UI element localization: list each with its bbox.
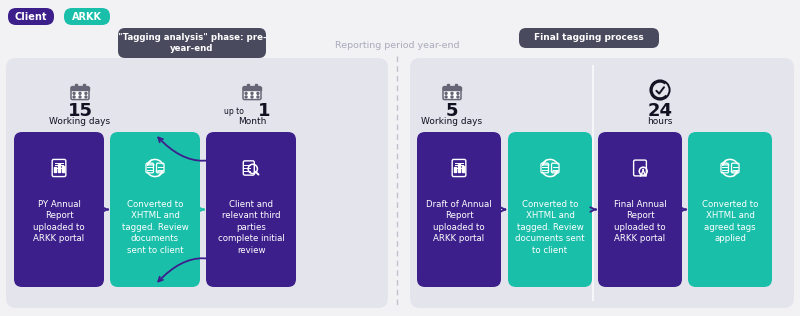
Text: Client: Client xyxy=(14,11,47,21)
Circle shape xyxy=(73,96,75,98)
Bar xyxy=(82,84,85,88)
Circle shape xyxy=(251,92,253,94)
Text: 1: 1 xyxy=(258,102,270,120)
Bar xyxy=(454,84,457,88)
Text: "Tagging analysis" phase: pre-
year-end: "Tagging analysis" phase: pre- year-end xyxy=(118,33,266,53)
Bar xyxy=(247,84,250,88)
Circle shape xyxy=(85,92,87,94)
Bar xyxy=(443,87,461,90)
Circle shape xyxy=(451,96,453,98)
Text: Working days: Working days xyxy=(50,117,110,125)
FancyBboxPatch shape xyxy=(598,132,682,287)
Bar xyxy=(243,87,261,90)
Circle shape xyxy=(251,96,253,98)
FancyBboxPatch shape xyxy=(410,58,794,308)
Text: Working days: Working days xyxy=(422,117,482,125)
Text: ARKK: ARKK xyxy=(72,11,102,21)
FancyBboxPatch shape xyxy=(110,132,200,287)
Bar xyxy=(454,167,456,172)
Text: Draft of Annual
Report
uploaded to
ARKK portal: Draft of Annual Report uploaded to ARKK … xyxy=(426,200,492,243)
Circle shape xyxy=(445,92,447,94)
FancyArrowPatch shape xyxy=(158,258,249,283)
FancyBboxPatch shape xyxy=(519,28,659,48)
Circle shape xyxy=(257,96,259,98)
Text: Final Annual
Report
uploaded to
ARKK portal: Final Annual Report uploaded to ARKK por… xyxy=(614,200,666,243)
Bar xyxy=(254,84,257,88)
FancyBboxPatch shape xyxy=(118,28,266,58)
Bar xyxy=(54,167,56,172)
Circle shape xyxy=(457,96,459,98)
FancyBboxPatch shape xyxy=(206,132,296,287)
Circle shape xyxy=(79,92,81,94)
Text: Converted to
XHTML and
tagged. Review
documents sent
to client: Converted to XHTML and tagged. Review do… xyxy=(515,200,585,255)
Text: hours: hours xyxy=(647,117,673,125)
Circle shape xyxy=(257,92,259,94)
Text: Converted to
XHTML and
tagged. Review
documents
sent to client: Converted to XHTML and tagged. Review do… xyxy=(122,200,188,255)
Text: 15: 15 xyxy=(67,102,93,120)
FancyBboxPatch shape xyxy=(443,87,461,100)
FancyBboxPatch shape xyxy=(14,132,104,287)
Bar xyxy=(447,84,450,88)
Bar xyxy=(462,166,464,172)
FancyBboxPatch shape xyxy=(64,8,110,25)
Text: Reporting period year-end: Reporting period year-end xyxy=(334,40,459,50)
FancyBboxPatch shape xyxy=(417,132,501,287)
FancyBboxPatch shape xyxy=(243,87,261,100)
Circle shape xyxy=(451,92,453,94)
Circle shape xyxy=(445,96,447,98)
FancyBboxPatch shape xyxy=(688,132,772,287)
Text: Converted to
XHTML and
agreed tags
applied: Converted to XHTML and agreed tags appli… xyxy=(702,200,758,243)
Bar xyxy=(58,164,60,172)
Circle shape xyxy=(73,92,75,94)
Bar xyxy=(75,84,78,88)
FancyArrowPatch shape xyxy=(158,136,249,161)
Circle shape xyxy=(457,92,459,94)
Text: up to: up to xyxy=(224,106,244,116)
Bar xyxy=(458,164,460,172)
Circle shape xyxy=(245,92,247,94)
Bar xyxy=(71,87,89,90)
FancyBboxPatch shape xyxy=(508,132,592,287)
Text: Client and
relevant third
parties
complete initial
review: Client and relevant third parties comple… xyxy=(218,200,284,255)
Text: 24: 24 xyxy=(647,102,673,120)
Circle shape xyxy=(245,96,247,98)
Text: Final tagging process: Final tagging process xyxy=(534,33,644,42)
Bar xyxy=(62,166,64,172)
Circle shape xyxy=(85,96,87,98)
Text: 5: 5 xyxy=(446,102,458,120)
FancyBboxPatch shape xyxy=(71,87,89,100)
Text: PY Annual
Report
uploaded to
ARKK portal: PY Annual Report uploaded to ARKK portal xyxy=(33,200,85,243)
Text: Month: Month xyxy=(238,117,266,125)
Circle shape xyxy=(79,96,81,98)
FancyBboxPatch shape xyxy=(8,8,54,25)
FancyBboxPatch shape xyxy=(6,58,388,308)
